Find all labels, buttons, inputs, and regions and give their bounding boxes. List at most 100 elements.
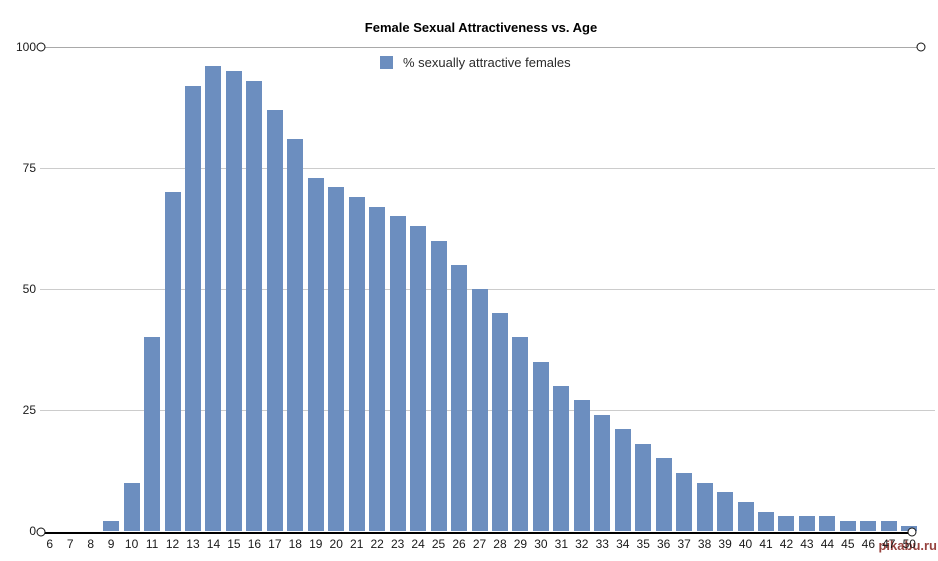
x-tick-label: 32 — [575, 537, 589, 551]
x-tick-label: 26 — [452, 537, 466, 551]
bar — [512, 337, 529, 531]
x-tick-label: 36 — [656, 537, 671, 551]
x-tick-label: 20 — [329, 537, 343, 551]
x-tick-label: 45 — [841, 537, 855, 551]
y-tick-label: 100 — [15, 40, 36, 54]
bar — [164, 192, 181, 531]
legend: % sexually attractive females — [380, 55, 571, 70]
bar — [471, 289, 488, 531]
axis-end-marker — [907, 527, 917, 537]
gridline — [40, 289, 935, 290]
x-tick-label: 7 — [66, 537, 74, 551]
bar — [103, 521, 120, 531]
bar — [451, 264, 468, 531]
bar — [635, 443, 652, 531]
x-tick-label: 22 — [370, 537, 384, 551]
bar — [532, 361, 549, 531]
bar — [778, 516, 795, 531]
y-tick-label: 50 — [22, 282, 36, 296]
bar — [287, 138, 304, 531]
axis-end-marker — [36, 42, 46, 52]
axis-end-marker — [36, 527, 46, 537]
bar — [410, 226, 427, 531]
x-tick-label: 42 — [779, 537, 794, 551]
x-tick-label: 25 — [431, 537, 446, 551]
bar — [860, 521, 877, 531]
gridline-100 — [44, 47, 921, 48]
legend-swatch-icon — [380, 56, 393, 69]
x-tick-label: 17 — [268, 537, 282, 551]
x-tick-label: 35 — [636, 537, 650, 551]
bar — [389, 216, 406, 531]
bar — [491, 313, 508, 531]
x-tick-label: 46 — [861, 537, 876, 551]
bar — [717, 492, 734, 531]
x-tick-label: 33 — [595, 537, 609, 551]
x-tick-label: 37 — [677, 537, 691, 551]
bar — [369, 206, 386, 531]
x-tick-label: 31 — [554, 537, 569, 551]
bar — [205, 66, 222, 531]
bar — [430, 240, 447, 531]
bar — [594, 414, 611, 531]
x-tick-label: 6 — [46, 537, 54, 551]
gridline — [40, 410, 935, 411]
bar — [676, 472, 693, 531]
bar — [798, 516, 815, 531]
x-axis-line — [41, 531, 912, 534]
x-tick-label: 27 — [472, 537, 487, 551]
x-tick-label: 30 — [534, 537, 548, 551]
gridline — [40, 168, 935, 169]
x-tick-label: 11 — [145, 537, 159, 551]
x-tick-label: 24 — [411, 537, 425, 551]
bar — [819, 516, 836, 531]
x-tick-label: 34 — [616, 537, 630, 551]
bar — [880, 521, 897, 531]
legend-label: % sexually attractive females — [403, 55, 571, 70]
bar — [573, 400, 590, 531]
x-tick-label: 47 — [882, 537, 896, 551]
x-tick-label: 29 — [513, 537, 528, 551]
bar — [614, 429, 631, 531]
x-tick-label: 15 — [227, 537, 241, 551]
bar — [348, 197, 365, 531]
y-tick-label: 75 — [22, 161, 36, 175]
x-tick-label: 50 — [902, 537, 916, 551]
bar — [758, 511, 774, 531]
chart-title: Female Sexual Attractiveness vs. Age — [364, 20, 598, 35]
watermark: pikabu.ru — [878, 538, 937, 553]
y-tick-label: 25 — [22, 403, 36, 417]
x-tick-label: 40 — [738, 537, 753, 551]
x-tick-label: 43 — [800, 537, 814, 551]
x-tick-label: 14 — [206, 537, 221, 551]
x-tick-label: 16 — [247, 537, 262, 551]
x-tick-label: 38 — [697, 537, 712, 551]
x-tick-label: 19 — [309, 537, 323, 551]
bar — [144, 337, 161, 531]
x-tick-label: 41 — [759, 537, 773, 551]
bar — [123, 482, 140, 531]
x-tick-label: 28 — [493, 537, 507, 551]
bar — [225, 71, 242, 531]
bar — [266, 109, 283, 531]
bar — [184, 85, 201, 531]
x-tick-label: 12 — [165, 537, 180, 551]
x-tick-label: 10 — [124, 537, 139, 551]
x-tick-label: 39 — [718, 537, 732, 551]
bar — [328, 187, 345, 531]
bar — [553, 385, 570, 531]
x-tick-label: 44 — [820, 537, 835, 551]
x-tick-label: 13 — [186, 537, 200, 551]
x-tick-label: 8 — [87, 537, 94, 551]
axis-end-marker — [916, 42, 926, 52]
x-tick-label: 9 — [107, 537, 115, 551]
y-tick-label: 0 — [29, 524, 36, 538]
bar — [839, 521, 856, 531]
bar — [307, 177, 324, 531]
bar — [696, 482, 713, 531]
x-tick-label: 23 — [390, 537, 405, 551]
bar — [655, 458, 672, 531]
bar — [737, 501, 754, 531]
x-tick-label: 18 — [288, 537, 302, 551]
